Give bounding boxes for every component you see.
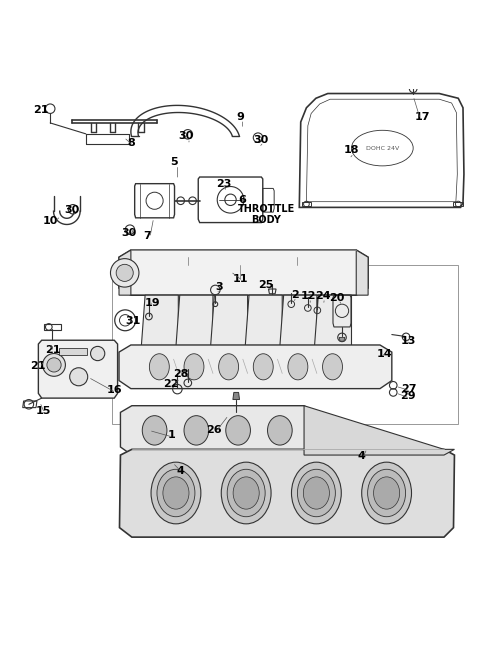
Polygon shape: [175, 295, 213, 374]
Text: 30: 30: [64, 205, 79, 215]
Ellipse shape: [267, 416, 292, 445]
Ellipse shape: [149, 354, 169, 380]
Ellipse shape: [151, 462, 201, 524]
Text: 30: 30: [178, 131, 193, 141]
Text: 24: 24: [315, 291, 331, 301]
Text: THROTTLE
BODY: THROTTLE BODY: [238, 203, 295, 226]
Circle shape: [110, 259, 139, 287]
Text: 17: 17: [415, 112, 431, 122]
Polygon shape: [356, 250, 368, 295]
Text: 7: 7: [144, 231, 151, 241]
Text: 9: 9: [236, 112, 244, 122]
Text: 16: 16: [107, 385, 122, 395]
Ellipse shape: [362, 462, 411, 524]
Text: 10: 10: [43, 216, 58, 226]
Ellipse shape: [291, 462, 341, 524]
Text: 20: 20: [330, 293, 345, 303]
Text: 30: 30: [254, 134, 269, 145]
Text: 2: 2: [291, 289, 299, 300]
Text: 21: 21: [31, 361, 46, 372]
Text: 4: 4: [357, 451, 365, 462]
Text: 4: 4: [177, 466, 185, 476]
Text: 11: 11: [232, 274, 248, 284]
Ellipse shape: [303, 477, 329, 509]
Bar: [112, 265, 458, 424]
Ellipse shape: [157, 469, 195, 517]
Text: DOHC 24V: DOHC 24V: [366, 145, 399, 151]
Ellipse shape: [142, 416, 167, 445]
Circle shape: [116, 264, 133, 282]
Ellipse shape: [221, 462, 271, 524]
Text: 29: 29: [401, 391, 416, 401]
Ellipse shape: [219, 354, 239, 380]
Ellipse shape: [298, 469, 336, 517]
Bar: [59, 348, 87, 355]
Text: 5: 5: [170, 157, 178, 168]
Ellipse shape: [226, 416, 251, 445]
Polygon shape: [119, 250, 368, 295]
Text: 23: 23: [216, 179, 231, 188]
Text: 8: 8: [127, 138, 135, 149]
Polygon shape: [339, 337, 345, 341]
Polygon shape: [304, 406, 455, 455]
Text: 6: 6: [239, 195, 246, 205]
Ellipse shape: [373, 477, 400, 509]
Text: 22: 22: [164, 379, 179, 389]
Text: 21: 21: [33, 105, 48, 115]
Text: 13: 13: [401, 336, 416, 346]
Polygon shape: [119, 250, 131, 295]
Polygon shape: [38, 340, 118, 398]
Circle shape: [43, 353, 65, 376]
Ellipse shape: [323, 354, 342, 380]
Ellipse shape: [227, 469, 265, 517]
Text: 15: 15: [36, 406, 51, 417]
Polygon shape: [279, 295, 317, 374]
Text: 28: 28: [173, 370, 189, 379]
Polygon shape: [210, 295, 248, 374]
Ellipse shape: [253, 354, 273, 380]
Text: 1: 1: [168, 430, 175, 440]
Text: 31: 31: [126, 316, 141, 326]
Polygon shape: [119, 345, 392, 389]
Polygon shape: [313, 295, 351, 374]
Ellipse shape: [368, 469, 406, 517]
Text: 25: 25: [258, 280, 274, 289]
Text: 30: 30: [121, 228, 136, 239]
Circle shape: [70, 368, 88, 386]
Ellipse shape: [184, 416, 209, 445]
Ellipse shape: [288, 354, 308, 380]
Ellipse shape: [233, 477, 259, 509]
Text: 19: 19: [144, 298, 160, 308]
Ellipse shape: [184, 354, 204, 380]
Circle shape: [91, 346, 105, 361]
Text: 12: 12: [301, 291, 316, 301]
Text: 3: 3: [215, 282, 222, 292]
Circle shape: [47, 358, 61, 372]
Text: 18: 18: [344, 145, 359, 155]
Text: 26: 26: [206, 425, 222, 436]
Text: 27: 27: [401, 383, 416, 394]
Polygon shape: [120, 406, 315, 455]
Polygon shape: [140, 295, 179, 374]
Polygon shape: [233, 393, 240, 400]
Polygon shape: [120, 449, 455, 537]
Ellipse shape: [163, 477, 189, 509]
Text: 14: 14: [377, 349, 393, 359]
Text: 21: 21: [45, 345, 60, 355]
Polygon shape: [244, 295, 282, 374]
